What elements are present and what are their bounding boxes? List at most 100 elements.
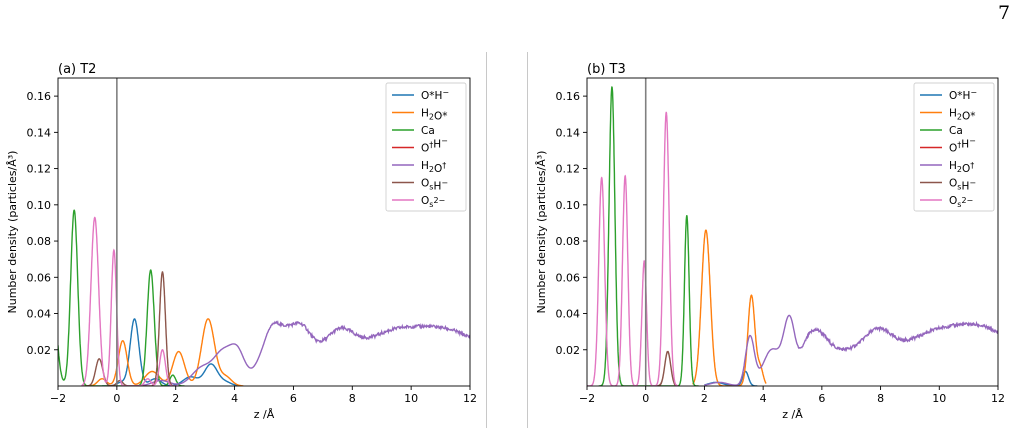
series-line-H2O* bbox=[692, 229, 767, 386]
x-tick-label: −2 bbox=[50, 392, 66, 405]
legend-label-part: O bbox=[949, 143, 957, 155]
legend-label-part: s bbox=[957, 183, 961, 192]
legend-label-part: H bbox=[421, 160, 429, 172]
legend-label-part: 2− bbox=[433, 196, 445, 205]
legend-label-part: H bbox=[961, 181, 969, 193]
legend-label: H2O† bbox=[421, 160, 446, 175]
legend-label-part: Ca bbox=[421, 125, 435, 137]
legend: O*H−H2O*CaO†H−H2O†OsH−Os2− bbox=[913, 82, 995, 212]
legend-label: Ca bbox=[421, 125, 435, 137]
legend-label: OsH− bbox=[421, 178, 448, 193]
legend-label: Ca bbox=[949, 125, 963, 137]
series-line-Ca bbox=[58, 209, 185, 386]
page-number: 7 bbox=[998, 2, 1011, 24]
chart-title: (b) T3 bbox=[587, 62, 626, 77]
legend-label-part: † bbox=[970, 161, 974, 170]
y-tick-label: 0.06 bbox=[27, 271, 52, 284]
legend-label: O†H− bbox=[949, 137, 976, 155]
series-line-H2O* bbox=[87, 318, 244, 386]
legend-label-part: − bbox=[442, 88, 449, 97]
y-tick-label: 0.14 bbox=[27, 126, 52, 139]
y-tick-label: 0.16 bbox=[556, 90, 581, 103]
legend-label-part: s bbox=[429, 183, 433, 192]
legend-label-part: − bbox=[970, 88, 977, 97]
x-tick-label: 6 bbox=[290, 392, 297, 405]
x-tick-label: 8 bbox=[349, 392, 356, 405]
legend-box bbox=[385, 82, 467, 212]
legend-label-part: − bbox=[441, 137, 448, 146]
legend-label-part: 2− bbox=[961, 196, 973, 205]
legend-label-part: s bbox=[957, 200, 961, 209]
series-line-Ca bbox=[598, 86, 699, 386]
plot-area bbox=[58, 209, 470, 386]
legend-label-part: O bbox=[962, 163, 970, 175]
panel-divider bbox=[527, 52, 528, 428]
x-tick-label: 2 bbox=[701, 392, 708, 405]
legend-label-part: O bbox=[421, 143, 429, 155]
x-axis-label: z /Å bbox=[254, 408, 275, 421]
legend-label-part: O bbox=[949, 178, 957, 190]
y-tick-label: 0.08 bbox=[556, 235, 581, 248]
y-tick-label: 0.02 bbox=[556, 344, 581, 357]
legend-label: Os2− bbox=[949, 195, 973, 209]
legend-label-part: H bbox=[949, 108, 957, 120]
x-tick-label: 6 bbox=[818, 392, 825, 405]
y-axis-label: Number density (particles/Å³) bbox=[6, 151, 19, 314]
legend-label-part: 2 bbox=[957, 113, 962, 122]
legend-label-part: H bbox=[961, 139, 969, 151]
legend-box bbox=[913, 82, 995, 212]
axes-frame bbox=[57, 77, 471, 387]
x-tick-label: 12 bbox=[463, 392, 477, 405]
y-tick-label: 0.14 bbox=[556, 126, 581, 139]
series-line-H2O† bbox=[704, 314, 998, 386]
legend-label-part: O* bbox=[434, 111, 448, 123]
y-tick-label: 0.02 bbox=[27, 344, 52, 357]
x-tick-label: 10 bbox=[404, 392, 418, 405]
legend-label-part: O* bbox=[962, 111, 976, 123]
x-tick-label: 10 bbox=[932, 392, 946, 405]
legend-label-part: 2 bbox=[957, 165, 962, 174]
legend-label-part: s bbox=[429, 200, 433, 209]
legend: O*H−H2O*CaO†H−H2O†OsH−Os2− bbox=[385, 82, 467, 212]
y-tick-label: 0.04 bbox=[556, 308, 581, 321]
legend-label-part: † bbox=[429, 141, 433, 150]
x-tick-label: 0 bbox=[642, 392, 649, 405]
x-tick-label: 4 bbox=[760, 392, 767, 405]
legend-label: OsH− bbox=[949, 178, 976, 193]
legend-label-part: H bbox=[433, 139, 441, 151]
legend-label-part: † bbox=[957, 141, 961, 150]
legend-label-part: H bbox=[433, 181, 441, 193]
legend-label: H2O* bbox=[421, 108, 448, 123]
chart-title: (a) T2 bbox=[58, 62, 96, 77]
y-tick-label: 0.12 bbox=[556, 163, 581, 176]
y-tick-label: 0.06 bbox=[556, 271, 581, 284]
legend-label-part: O bbox=[434, 163, 442, 175]
legend-label-part: H bbox=[949, 160, 957, 172]
y-tick-label: 0.10 bbox=[556, 199, 581, 212]
legend-label-part: O*H bbox=[421, 90, 442, 102]
legend-label: O*H− bbox=[421, 88, 449, 102]
legend-label-part: O bbox=[421, 195, 429, 207]
legend-label-part: 2 bbox=[429, 165, 434, 174]
legend-label: H2O† bbox=[949, 160, 974, 175]
legend-label-part: Ca bbox=[949, 125, 963, 137]
legend-label-part: H bbox=[421, 108, 429, 120]
series-line-OsH- bbox=[657, 350, 679, 386]
legend-label-part: − bbox=[969, 137, 976, 146]
x-tick-label: 8 bbox=[877, 392, 884, 405]
legend-label-part: O*H bbox=[949, 90, 970, 102]
axes-frame bbox=[586, 77, 999, 387]
x-tick-label: 2 bbox=[172, 392, 179, 405]
chart-panel-b: −2 0 2 4 6 8 10 120.020.040.060.080.100.120.140… bbox=[535, 62, 1005, 421]
legend-label-part: − bbox=[441, 179, 448, 188]
plot-area bbox=[587, 86, 998, 386]
legend-label-part: O bbox=[949, 195, 957, 207]
y-tick-label: 0.16 bbox=[27, 90, 52, 103]
x-tick-label: −2 bbox=[579, 392, 595, 405]
legend-label: O†H− bbox=[421, 137, 448, 155]
x-tick-label: 4 bbox=[231, 392, 238, 405]
legend-label-part: O bbox=[421, 178, 429, 190]
y-tick-label: 0.04 bbox=[27, 308, 52, 321]
chart-panel-a: −2 0 2 4 6 8 10 120.020.040.060.080.100.120.140… bbox=[6, 62, 477, 421]
